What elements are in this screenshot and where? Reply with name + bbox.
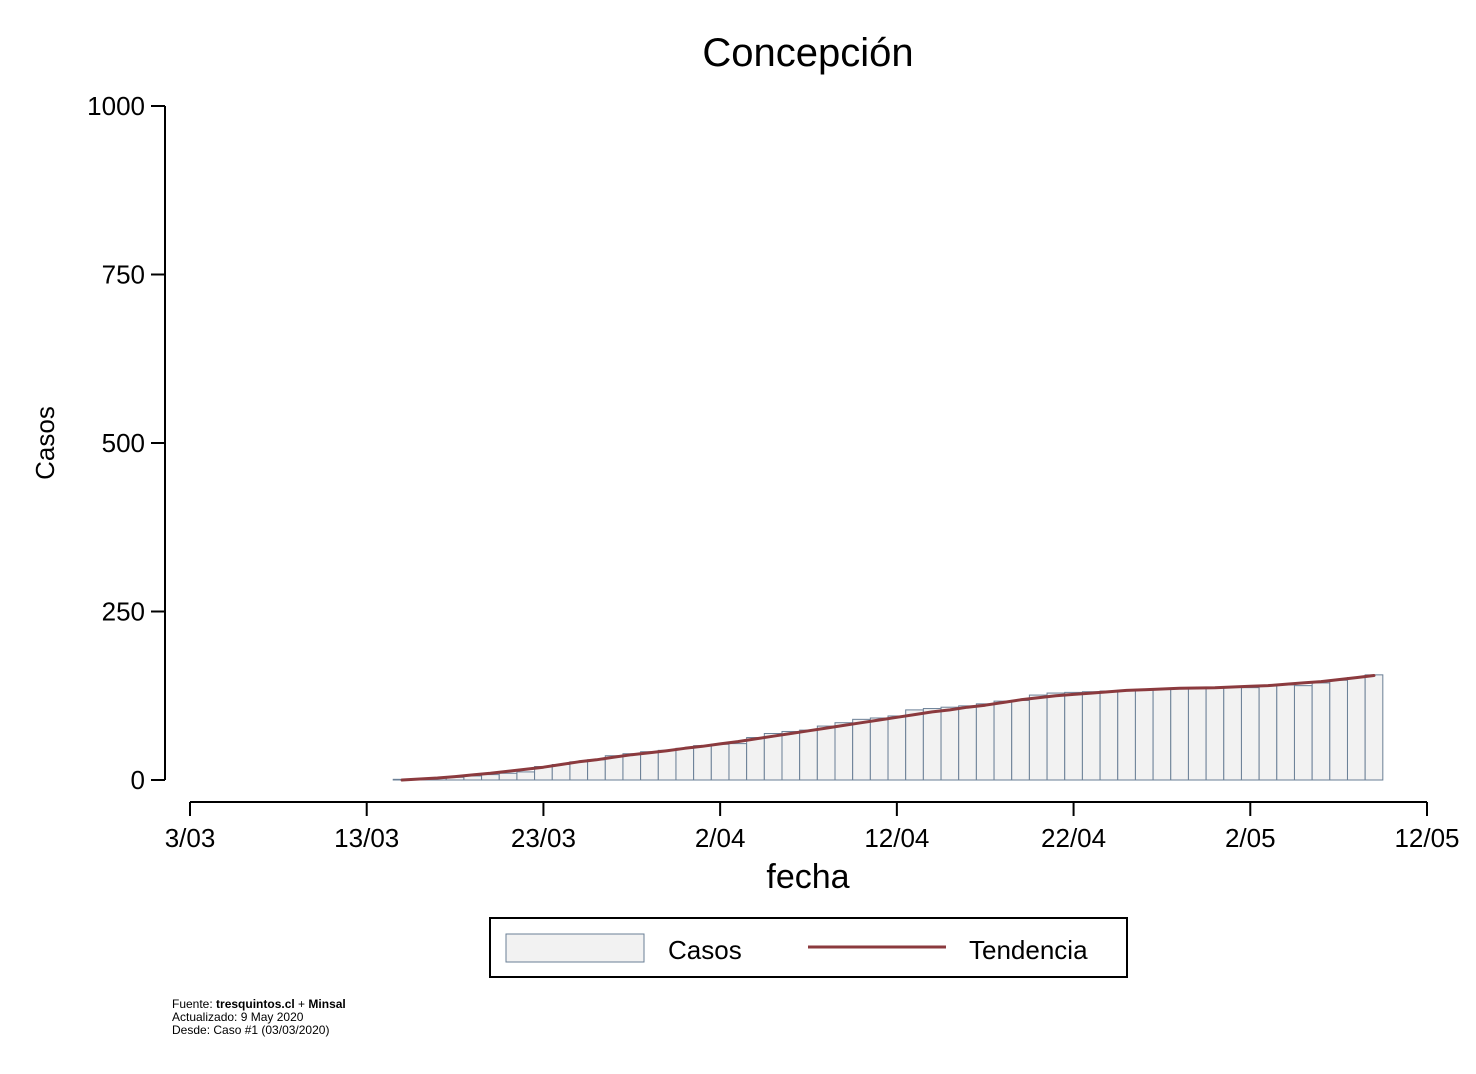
bar [1046, 692, 1066, 781]
y-tick-label: 750 [102, 260, 145, 290]
x-tick-label: 23/03 [511, 823, 576, 853]
trend-line [400, 674, 1376, 782]
trend-series [400, 674, 1376, 782]
legend-label-casos: Casos [668, 935, 742, 965]
bar [516, 771, 536, 781]
bar [1170, 688, 1189, 781]
bar [922, 708, 942, 781]
bar [1240, 687, 1260, 781]
bar [799, 729, 818, 781]
bar [640, 751, 659, 781]
bar [498, 772, 518, 781]
y-tick-label: 250 [102, 597, 145, 627]
bar [852, 718, 871, 781]
bar [781, 730, 801, 781]
x-tick-label: 13/03 [334, 823, 399, 853]
x-tick-label: 3/03 [165, 823, 216, 853]
y-tick-label: 1000 [87, 91, 145, 121]
y-tick-label: 500 [102, 428, 145, 458]
bar [1187, 687, 1207, 781]
bar [657, 749, 677, 781]
x-tick-label: 2/04 [695, 823, 746, 853]
bar [905, 709, 924, 781]
y-axis: 0 250 500 750 1000 [87, 91, 166, 795]
bar [1276, 684, 1295, 781]
x-axis: 3/03 13/03 23/03 2/04 12/04 22/04 2/05 12/05 [165, 801, 1460, 853]
x-tick-label: 2/05 [1225, 823, 1276, 853]
bar [1223, 686, 1242, 781]
y-tick-label: 0 [131, 765, 145, 795]
bar [975, 703, 995, 781]
bar [1311, 682, 1331, 781]
footer-source: Fuente: tresquintos.cl + Minsal [172, 998, 346, 1011]
bar [1011, 699, 1030, 781]
legend-label-tendencia: Tendencia [969, 935, 1088, 965]
bar [763, 732, 783, 781]
bar [587, 759, 606, 781]
bar [675, 747, 695, 781]
bar [1364, 674, 1384, 781]
legend: Casos Tendencia [489, 917, 1128, 978]
footer-source-plus: + [294, 997, 309, 1011]
bar [710, 743, 730, 781]
bar [1028, 694, 1048, 781]
bar [1293, 685, 1313, 781]
bar [887, 715, 907, 781]
bar [1258, 685, 1278, 781]
footer-since: Desde: Caso #1 (03/03/2020) [172, 1023, 330, 1037]
bar [869, 717, 889, 781]
bar [1099, 690, 1119, 781]
chart-title: Concepción [702, 31, 913, 75]
bar [569, 761, 589, 781]
x-tick-label: 12/05 [1394, 823, 1459, 853]
bar [1081, 691, 1101, 781]
footer-source-org: Minsal [308, 997, 346, 1011]
bar [1205, 687, 1225, 781]
bar [481, 774, 500, 781]
bar-series [392, 674, 1384, 781]
bar [1346, 677, 1366, 781]
bar [728, 743, 748, 781]
bar [693, 745, 712, 781]
bar [1134, 689, 1154, 781]
bar [958, 705, 977, 781]
footer-source-label: Fuente: [172, 997, 217, 1011]
bar [816, 725, 836, 781]
bar [1329, 679, 1348, 781]
bar [746, 737, 765, 781]
bar [993, 700, 1013, 781]
footer-updated: Actualizado: 9 May 2020 [172, 1010, 304, 1024]
bar [834, 722, 854, 781]
bar [1064, 691, 1083, 781]
bar [940, 706, 960, 781]
x-tick-label: 22/04 [1041, 823, 1106, 853]
x-tick-label: 12/04 [864, 823, 929, 853]
bar [622, 753, 642, 781]
bar [1117, 689, 1136, 781]
footer-source-site: tresquintos.cl [216, 997, 295, 1011]
x-axis-label: fecha [766, 858, 849, 896]
legend-swatch-casos [505, 933, 645, 963]
y-axis-label: Casos [30, 406, 60, 480]
footer: Fuente: tresquintos.cl + Minsal Actualiz… [172, 998, 346, 1037]
bar [1152, 688, 1172, 781]
